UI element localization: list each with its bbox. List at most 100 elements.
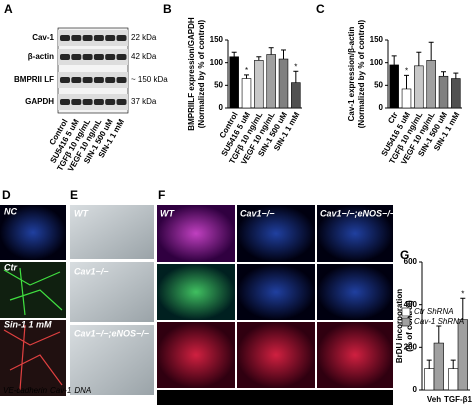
blot-band bbox=[60, 54, 70, 60]
blot-band bbox=[116, 99, 127, 105]
legend-label: Ctr ShRNA bbox=[414, 307, 454, 316]
bar bbox=[426, 60, 436, 109]
blot-band bbox=[93, 54, 104, 60]
legend-label: Cav-1 ShRNA bbox=[414, 317, 464, 326]
blot-band bbox=[82, 54, 93, 60]
blot-band bbox=[93, 35, 104, 41]
blot-size-label: ~ 150 kDa bbox=[131, 75, 168, 84]
blot-band bbox=[116, 77, 127, 83]
blot-size-label: 22 kDa bbox=[131, 33, 157, 42]
bar bbox=[433, 342, 444, 391]
panel-label: E bbox=[70, 188, 78, 202]
blot-band bbox=[82, 35, 93, 41]
significance-mark: * bbox=[245, 66, 248, 75]
blot-row-label: β-actin bbox=[28, 52, 54, 61]
bar bbox=[414, 65, 424, 109]
image bbox=[0, 205, 66, 260]
y-tick-label: 150 bbox=[370, 35, 384, 44]
significance-mark: * bbox=[405, 66, 408, 75]
y-axis-label: BrDU incorporation bbox=[395, 289, 404, 363]
blot-band bbox=[105, 54, 116, 60]
panel-label: A bbox=[4, 2, 13, 16]
blot-strip bbox=[58, 72, 128, 88]
bar bbox=[278, 58, 289, 109]
legend-label: VE-cadherin bbox=[3, 386, 48, 395]
legend-label: Cav-1 bbox=[50, 386, 71, 395]
blot-band bbox=[71, 77, 82, 83]
blot-band bbox=[71, 35, 82, 41]
image-label: WT bbox=[160, 208, 175, 218]
image bbox=[70, 205, 154, 259]
bar bbox=[438, 75, 449, 109]
panel-label: B bbox=[163, 2, 172, 16]
legend-label: CD31 bbox=[224, 393, 245, 402]
blot-band bbox=[105, 99, 116, 105]
image bbox=[70, 325, 154, 395]
bar bbox=[401, 88, 412, 109]
blot-band bbox=[116, 35, 127, 41]
image-label: WT bbox=[74, 208, 89, 218]
y-tick-label: 150 bbox=[210, 35, 224, 44]
blot-row-label: BMPRII LF bbox=[14, 75, 54, 84]
blot-row-label: Cav-1 bbox=[32, 33, 54, 42]
legend-swatch bbox=[401, 307, 411, 317]
bar bbox=[266, 54, 276, 109]
image bbox=[0, 262, 66, 318]
y-tick-label: 200 bbox=[404, 342, 418, 351]
image-label: NC bbox=[4, 206, 17, 216]
blot-band bbox=[60, 35, 70, 41]
y-tick-label: 600 bbox=[404, 257, 418, 266]
panel-label: F bbox=[158, 188, 165, 202]
image-label: Cav1−/−;eNOS−/− bbox=[74, 328, 150, 338]
blot-strip bbox=[58, 94, 128, 110]
bar bbox=[291, 82, 301, 109]
image-label: Ctr bbox=[4, 262, 17, 272]
bar bbox=[424, 368, 435, 391]
blot-band bbox=[71, 99, 82, 105]
y-tick-label: 50 bbox=[374, 80, 383, 89]
blot-band bbox=[60, 99, 70, 105]
y-tick-label: 100 bbox=[210, 58, 224, 67]
y-tick-label: 100 bbox=[370, 58, 384, 67]
legend-label: DNA bbox=[74, 386, 91, 395]
legend-label: DNA bbox=[297, 393, 315, 402]
image bbox=[70, 262, 154, 322]
image-grid bbox=[157, 205, 393, 405]
x-tick-label: Veh bbox=[427, 395, 441, 404]
y-axis-label: (Normalized by % of control) bbox=[197, 19, 206, 128]
blot-band bbox=[60, 77, 70, 83]
image-label: Cav1−/− bbox=[74, 266, 109, 276]
bar bbox=[229, 56, 239, 109]
image-label: Cav1−/−;eNOS−/− bbox=[320, 208, 396, 218]
bar bbox=[254, 60, 264, 109]
y-tick-label: 0 bbox=[379, 103, 384, 112]
blot-band bbox=[71, 54, 82, 60]
y-tick-label: 0 bbox=[219, 103, 224, 112]
x-tick-label: TGF-β1 bbox=[444, 395, 473, 404]
bar bbox=[457, 319, 468, 391]
bar bbox=[448, 368, 459, 391]
blot-band bbox=[93, 99, 104, 105]
panel-label: D bbox=[2, 188, 11, 202]
y-tick-label: 50 bbox=[214, 80, 223, 89]
legend-label: eNOS bbox=[196, 393, 218, 402]
blot-row-label: GAPDH bbox=[25, 97, 54, 106]
significance-mark: * bbox=[461, 289, 464, 298]
y-tick-label: 0 bbox=[413, 385, 418, 394]
bar bbox=[451, 78, 461, 109]
bar bbox=[389, 64, 399, 109]
blot-size-label: 42 kDa bbox=[131, 52, 157, 61]
blot-band bbox=[93, 77, 104, 83]
blot-size-label: 37 kDa bbox=[131, 97, 157, 106]
bar bbox=[241, 78, 252, 109]
blot-band bbox=[105, 77, 116, 83]
y-axis-label: BMPRIILF expression/GAPDH bbox=[187, 17, 196, 131]
blot-strip bbox=[58, 49, 128, 65]
y-axis-label: Cav-1 expression/β-actin bbox=[347, 27, 356, 122]
y-axis-label: (Normalized by % of control) bbox=[357, 19, 366, 128]
legend-label: Caveolin-1 bbox=[250, 393, 291, 402]
blot-band bbox=[116, 54, 127, 60]
y-tick-label: 400 bbox=[404, 300, 418, 309]
blot-strip bbox=[58, 30, 128, 46]
